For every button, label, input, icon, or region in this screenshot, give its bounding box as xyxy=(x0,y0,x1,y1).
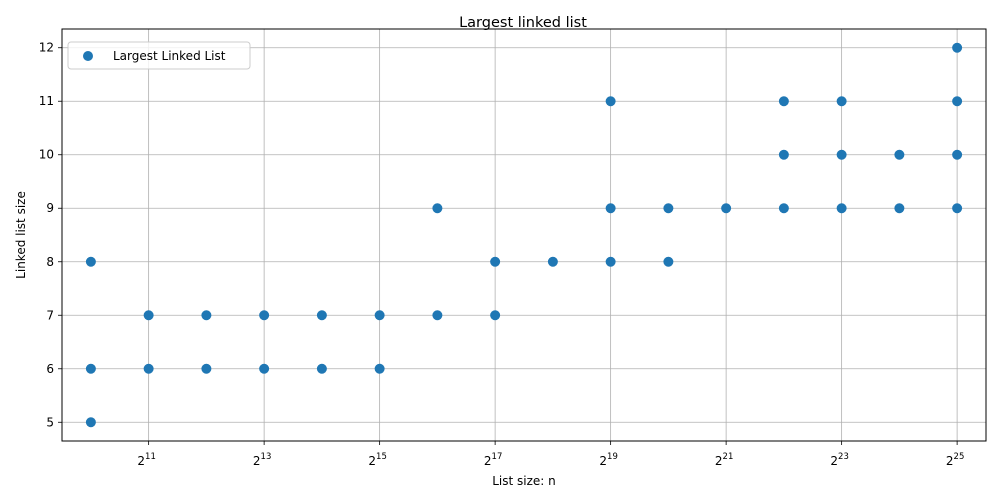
data-point xyxy=(894,149,905,160)
x-tick-label: 225 xyxy=(946,452,964,468)
x-axis-label: List size: n xyxy=(492,474,556,488)
x-tick-label: 219 xyxy=(599,452,617,468)
y-tick-label: 7 xyxy=(46,308,54,322)
data-point xyxy=(259,310,270,321)
data-point xyxy=(952,96,963,107)
data-point xyxy=(836,96,847,107)
data-point xyxy=(374,363,385,374)
data-point xyxy=(778,203,789,214)
legend-box xyxy=(67,41,251,70)
data-point xyxy=(143,310,154,321)
legend: Largest Linked List xyxy=(67,41,251,70)
y-tick-label: 11 xyxy=(39,94,54,108)
y-tick-label: 12 xyxy=(39,41,54,55)
y-axis-label: Linked list size xyxy=(14,191,28,279)
data-point xyxy=(547,256,558,267)
y-tick-label: 10 xyxy=(39,148,54,162)
x-axis-ticks: 211 213 215 217 219 221 223 225 xyxy=(137,441,964,468)
grid xyxy=(62,29,986,441)
data-point xyxy=(85,417,96,428)
data-point xyxy=(952,42,963,53)
data-point xyxy=(952,203,963,214)
data-point xyxy=(490,256,501,267)
data-point xyxy=(316,363,327,374)
data-point xyxy=(663,203,674,214)
data-point xyxy=(432,310,443,321)
y-tick-label: 6 xyxy=(46,362,54,376)
data-points xyxy=(85,42,963,428)
data-point xyxy=(952,149,963,160)
data-point xyxy=(432,203,443,214)
data-point xyxy=(85,256,96,267)
x-tick-label: 217 xyxy=(484,452,502,468)
y-tick-label: 8 xyxy=(46,255,54,269)
data-point xyxy=(894,203,905,214)
x-tick-label: 221 xyxy=(715,452,733,468)
data-point xyxy=(778,149,789,160)
data-point xyxy=(201,310,212,321)
data-point xyxy=(778,96,789,107)
y-tick-label: 5 xyxy=(46,415,54,429)
data-point xyxy=(374,310,385,321)
data-point xyxy=(836,149,847,160)
data-point xyxy=(201,363,212,374)
data-point xyxy=(143,363,154,374)
data-point xyxy=(721,203,732,214)
data-point xyxy=(85,363,96,374)
legend-marker xyxy=(83,51,93,61)
data-point xyxy=(663,256,674,267)
data-point xyxy=(490,310,501,321)
data-point xyxy=(605,203,616,214)
data-point xyxy=(605,96,616,107)
data-point xyxy=(605,256,616,267)
data-point xyxy=(836,203,847,214)
y-tick-label: 9 xyxy=(46,201,54,215)
x-tick-label: 213 xyxy=(253,452,271,468)
plot-area xyxy=(61,28,987,442)
chart-title: Largest linked list xyxy=(459,15,587,31)
x-tick-label: 223 xyxy=(830,452,848,468)
x-tick-label: 215 xyxy=(368,452,386,468)
data-point xyxy=(259,363,270,374)
data-point xyxy=(316,310,327,321)
legend-label: Largest Linked List xyxy=(113,49,226,63)
x-tick-label: 211 xyxy=(137,452,155,468)
y-axis-ticks: 5 6 7 8 9 10 11 12 xyxy=(39,41,62,429)
